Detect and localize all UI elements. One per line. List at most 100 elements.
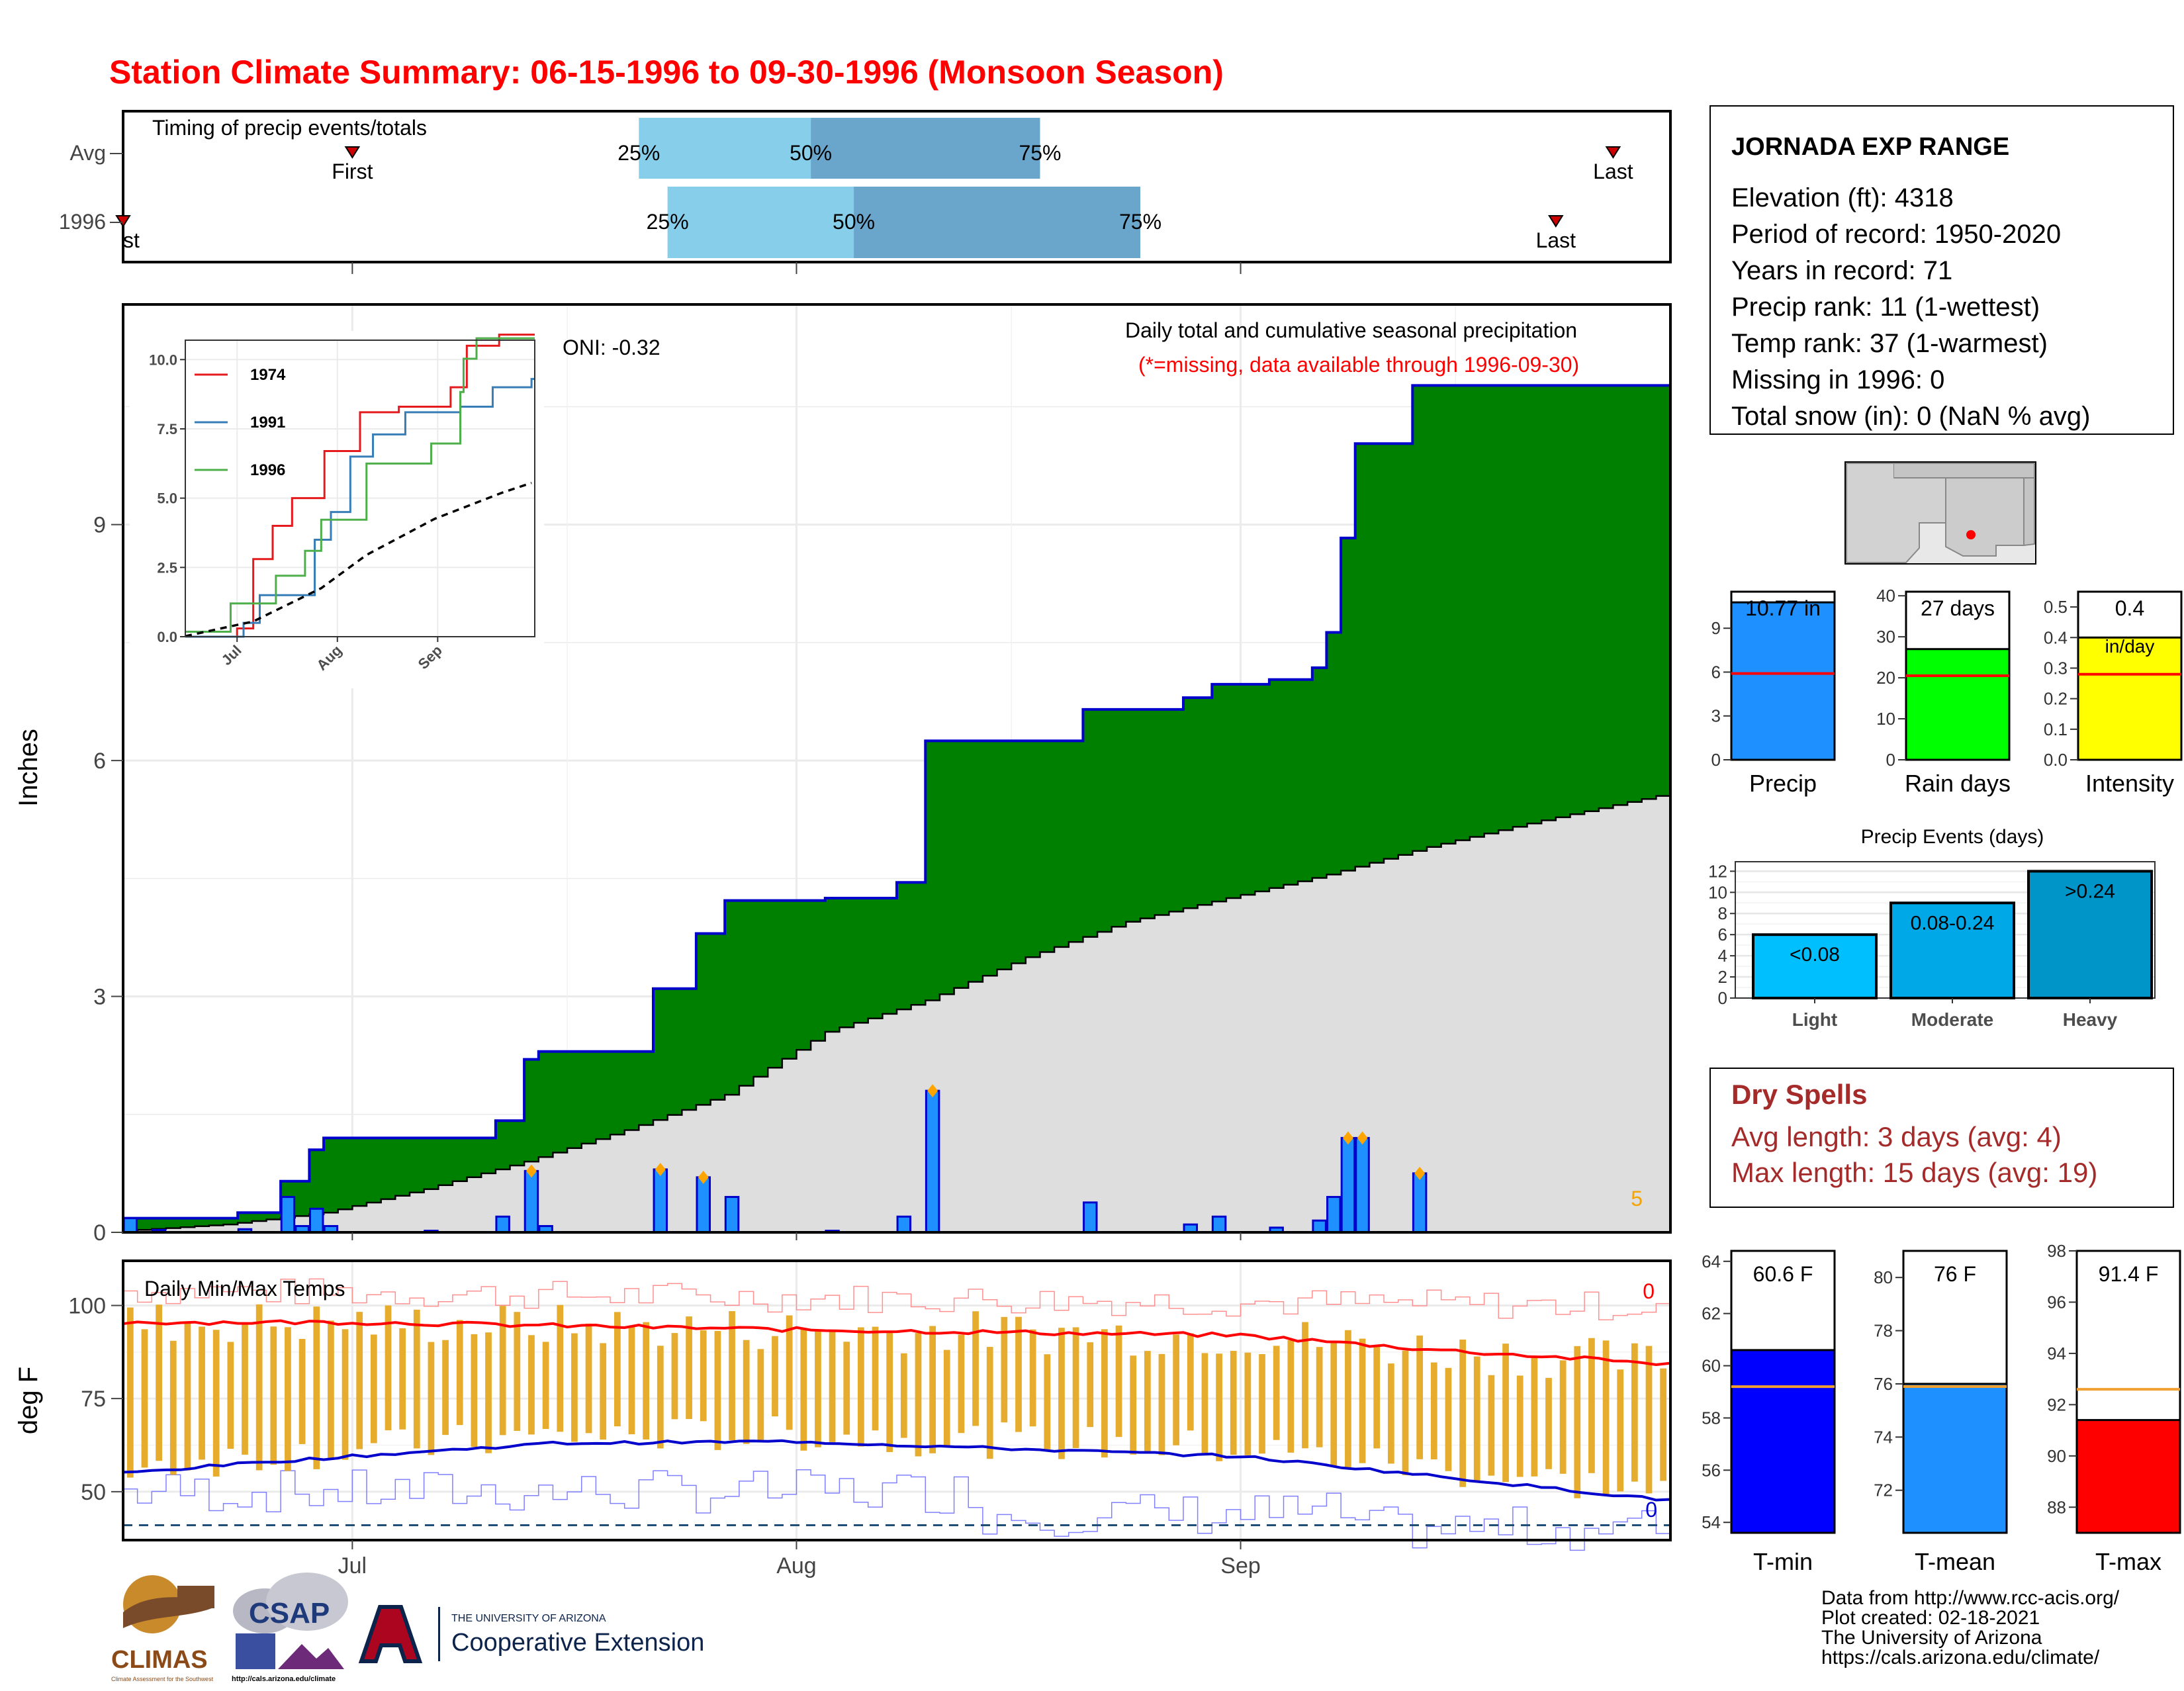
station-info-frame [1709,105,2174,435]
daily-temp-range-bar [628,1325,635,1435]
events-category-label: Moderate [1911,1009,1993,1030]
daily-temp-range-bar [1173,1334,1180,1445]
daily-temp-range-bar [456,1320,463,1426]
daily-temp-range-bar [255,1304,263,1471]
csap-mountain-graphic [278,1644,344,1669]
temp-summary-tick-label: 74 [1874,1427,1893,1447]
top-event-marker [1342,1131,1353,1145]
climas-subtitle: Climate Assessment for the Southwest [111,1676,214,1682]
temp-summary-tick-label: 92 [2047,1394,2066,1414]
temp-background [123,1261,1670,1540]
inset-y-tick-label: 10.0 [149,351,177,368]
top-event-marker [698,1170,709,1184]
temp-panel-label: Daily Min/Max Temps [144,1277,345,1301]
daily-temp-range-bar [1602,1340,1610,1496]
daily-precip-bar [1312,1219,1327,1234]
daily-temp-range-bar [442,1340,449,1436]
daily-precip-bar [1326,1196,1342,1234]
timing-pct-label: 75% [1019,141,1061,165]
summary-bar-intensity [2077,636,2183,761]
inset-average-line [185,481,532,637]
daily-temp-range-bar [1072,1327,1079,1448]
events-bar-heavy [2027,870,2153,999]
daily-temp-range-bar [1574,1346,1581,1498]
timing-pct-label: 50% [790,141,832,165]
daily-temp-range-bar [1216,1353,1222,1461]
daily-temp-range-bar [1459,1339,1466,1487]
climas-wordmark: CLIMAS [111,1646,208,1674]
daily-temp-range-bar [184,1322,191,1471]
timing-pct-label: 25% [617,141,660,165]
summary-bar-tick-label: 10 [1876,709,1895,729]
daily-temp-range-bar [1631,1343,1638,1482]
timing-pct-label: 25% [647,210,689,234]
summary-bar-tick-label: 3 [1711,706,1721,726]
temp-y-axis-label: deg F [14,1367,43,1434]
daily-precip-bar [122,1217,138,1234]
daily-temp-range-bar [542,1342,549,1430]
temp-y-tick-label: 100 [68,1294,106,1319]
summary-bar-tick-label: 40 [1876,586,1895,606]
timing-panel: Timing of precip events/totals 25% 50% 75%… [59,110,1672,274]
daily-temp-range-bar [671,1333,678,1420]
daily-temp-range-bar [872,1326,879,1431]
station-info-line: Years in record: 71 [1731,256,1952,285]
top-event-marker [525,1164,537,1178]
events-y-tick-label: 8 [1718,903,1727,923]
timing-row-label: 1996 [59,210,106,234]
summary-bar-tick-label: 0.1 [2044,719,2068,739]
page-title: Station Climate Summary: 06-15-1996 to 0… [109,54,1224,91]
oni-label: ONI: -0.32 [563,336,660,359]
daily-temp-range-bar [385,1305,392,1431]
events-bar-range-label: 0.08-0.24 [1911,912,1995,934]
daily-temp-range-bar [1402,1350,1409,1475]
inset-series-1974 [185,334,535,638]
events-y-tick-label: 2 [1718,967,1727,987]
daily-precip-bar [1211,1215,1227,1234]
temp-summary-tick-label: 64 [1702,1252,1721,1271]
daily-temp-range-bar [356,1312,363,1449]
daily-temp-range-bar [1001,1316,1008,1423]
missing-note: (*=missing, data available through 1996-… [1138,353,1579,377]
csap-wordmark: CSAP [249,1597,330,1629]
temp-panel: Daily Min/Max Temps 0 0 deg F 50 75 100 Ju… [14,1259,1672,1578]
temp-summary-value-label: 91.4 F [2099,1262,2159,1286]
temp-summary-tick-label: 88 [2047,1497,2066,1517]
daily-temp-range-bar [943,1349,950,1447]
daily-temp-range-bar [514,1312,521,1431]
station-location-marker [1966,530,1976,539]
daily-temp-range-bar [829,1330,836,1442]
precip-events-chart: Precip Events (days) <0.08 Light 0.08-0.24… [1708,826,2156,1030]
station-info-line: Precip rank: 11 (1-wettest) [1731,293,2040,322]
daily-precip-bar [280,1196,296,1234]
daily-temp-range-bar [1316,1347,1323,1447]
daily-temp-range-bar [886,1331,893,1452]
dry-spells-box: Dry Spells Avg length: 3 days (avg: 4) M… [1709,1068,2174,1208]
daily-temp-range-bar [557,1304,564,1432]
last-event-label: Last [1593,160,1633,183]
timing-box-lower [639,118,811,179]
footer-line: Data from http://www.rcc-acis.org/ [1821,1587,2120,1609]
daily-temp-range-bar [1445,1367,1452,1471]
temp-summary-bar-t-max [2075,1419,2181,1534]
daily-temp-range-bar [1144,1351,1151,1453]
daily-temp-range-bar [686,1316,692,1420]
station-info-line: Period of record: 1950-2020 [1731,220,2061,249]
footer-line: The University of Arizona [1821,1627,2042,1649]
daily-temp-range-bar [571,1333,578,1442]
events-y-tick-label: 4 [1718,946,1727,966]
daily-precip-bar [724,1196,740,1234]
daily-temp-range-bar [1531,1357,1538,1477]
daily-temp-range-bar [499,1306,506,1436]
daily-temp-range-bar [212,1330,220,1477]
temp-summary-tick-label: 94 [2047,1344,2066,1363]
daily-temp-range-bar [915,1333,922,1457]
x-axis-tick-label: Aug [776,1553,817,1578]
daily-temp-range-bar [800,1328,807,1451]
temp-summary-tick-label: 54 [1702,1512,1721,1532]
daily-temp-range-bar [1430,1362,1437,1460]
temp-y-tick-label: 50 [81,1480,106,1505]
events-y-tick-label: 10 [1708,882,1727,902]
